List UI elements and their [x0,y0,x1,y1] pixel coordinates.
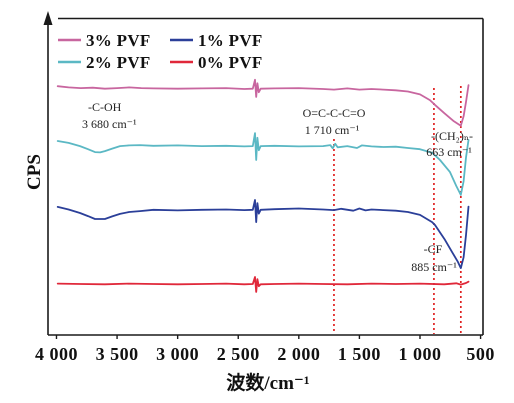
annotation-group-label: -(CH₂)ₙ- [431,129,473,143]
x-axis-title: 波数/cm⁻¹ [226,371,309,394]
legend-entry-0-pvf: 0% PVF [170,53,263,72]
marker-lines [333,86,462,334]
legend-label: 3% PVF [86,31,151,50]
series-line-1-pvf [56,199,470,269]
y-axis-title: CPS [24,154,45,190]
series-lines [56,78,470,293]
annotation-wavenumber-label: 3 680 cm⁻¹ [82,117,137,131]
annotation-group-label: O=C-C-C=O [303,106,366,120]
legend-label: 1% PVF [198,31,263,50]
annotation-wavenumber-label: 663 cm⁻¹ [426,145,472,159]
legend-entry-1-pvf: 1% PVF [170,31,263,50]
x-tick-label: 2 500 [217,344,260,364]
x-tick-label: 1 000 [398,344,441,364]
x-tick-label: 3 500 [96,344,139,364]
annotations: -C-OH 3 680 cm⁻¹ O=C-C-C=O 1 710 cm⁻¹ -(… [82,100,473,274]
series-line-3-pvf [56,78,470,127]
x-tick-label: 500 [466,344,495,364]
x-tick-label: 3 000 [156,344,199,364]
x-tick-label: 2 000 [277,344,320,364]
legend-entry-2-pvf: 2% PVF [58,53,151,72]
x-tick-label: 4 000 [35,344,78,364]
legend: 3% PVF 1% PVF 2% PVF 0% PVF [58,31,263,72]
annotation-wavenumber-label: 885 cm⁻¹ [411,260,457,274]
legend-entry-3-pvf: 3% PVF [58,31,151,50]
legend-label: 2% PVF [86,53,151,72]
legend-label: 0% PVF [198,53,263,72]
annotation-wavenumber-label: 1 710 cm⁻¹ [305,123,360,137]
y-axis-arrow-icon [43,11,53,25]
x-tick-label: 1 500 [338,344,381,364]
x-axis-ticks: 4 000 3 500 3 000 2 500 2 000 1 500 1 000 500 [35,335,495,364]
series-line-2-pvf [56,132,470,196]
annotation-group-label: -CF [424,242,443,256]
plot-frame [43,11,484,336]
series-line-0-pvf [56,276,470,293]
annotation-group-label: -C-OH [88,100,122,114]
